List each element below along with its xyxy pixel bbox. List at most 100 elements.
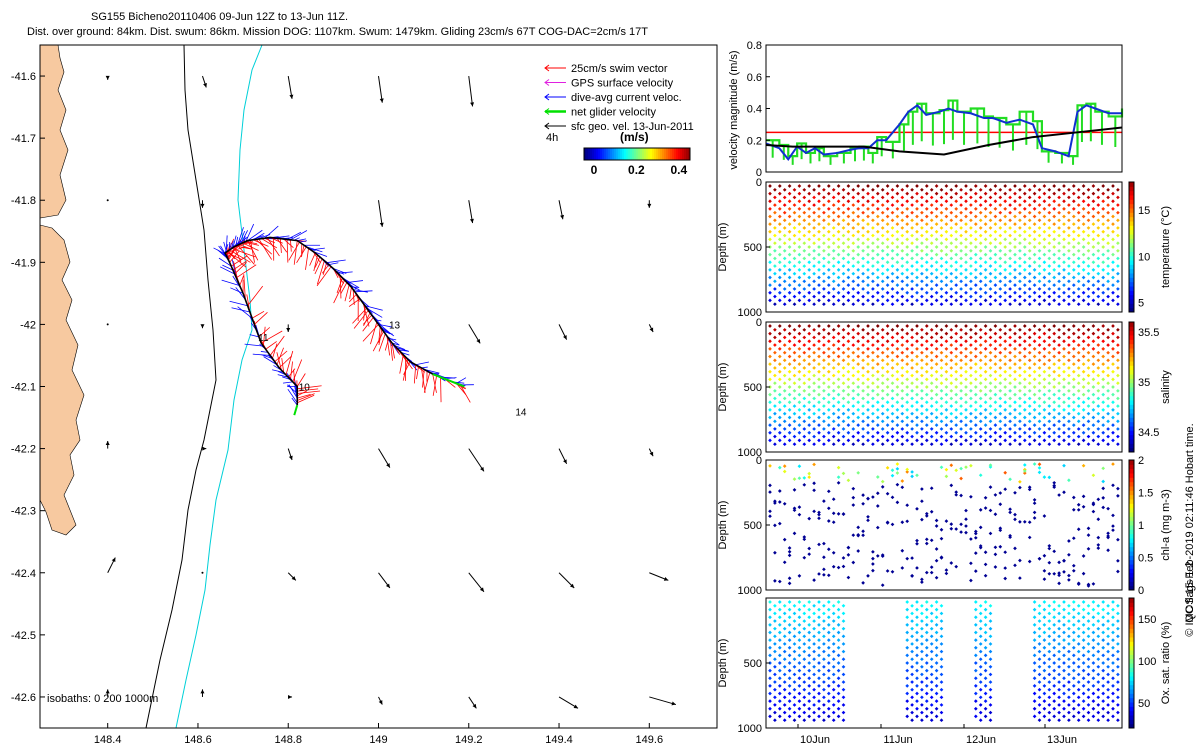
- data-point: [915, 392, 919, 397]
- section-colorbar-cell: [1129, 658, 1134, 664]
- data-point: [1032, 600, 1037, 604]
- geo-vector-shaft: [378, 200, 383, 227]
- data-point: [998, 373, 1003, 378]
- data-point: [817, 438, 821, 443]
- data-point: [1091, 645, 1096, 650]
- data-point: [773, 218, 777, 223]
- geo-vector-head: [649, 327, 654, 333]
- data-point: [978, 525, 983, 530]
- data-point: [905, 377, 910, 382]
- geo-vector-shaft: [468, 572, 485, 593]
- data-point: [826, 573, 831, 578]
- data-point: [768, 706, 772, 711]
- data-point: [773, 657, 777, 662]
- data-point: [880, 327, 885, 332]
- data-point: [807, 298, 812, 303]
- data-point: [836, 691, 841, 696]
- swim-vector: [276, 238, 288, 253]
- data-point: [1022, 207, 1027, 211]
- data-point: [1032, 638, 1037, 642]
- data-point: [978, 710, 983, 715]
- section-colorbar-cell: [1129, 689, 1134, 694]
- data-point: [1062, 691, 1066, 696]
- data-point: [817, 377, 821, 382]
- data-point: [983, 562, 988, 567]
- data-point: [890, 358, 895, 363]
- data-point: [983, 377, 988, 382]
- section-colorbar-tick: 35.5: [1138, 327, 1159, 339]
- data-point: [1106, 506, 1110, 511]
- section-colorbar-cell: [1129, 512, 1134, 517]
- swim-vector: [227, 251, 247, 268]
- data-point: [1091, 630, 1096, 635]
- data-point: [978, 664, 983, 669]
- data-point: [988, 657, 993, 662]
- data-point: [1076, 710, 1081, 715]
- data-point: [1091, 607, 1096, 612]
- data-point: [831, 419, 836, 424]
- section-colorbar-cell: [1129, 680, 1134, 686]
- data-point: [895, 184, 900, 188]
- data-point: [875, 339, 880, 344]
- data-point: [934, 377, 939, 382]
- section-colorbar-cell: [1129, 723, 1134, 729]
- data-point: [983, 691, 988, 696]
- data-point: [1101, 638, 1106, 642]
- data-point: [836, 638, 841, 642]
- data-point: [875, 283, 880, 287]
- data-point: [1081, 706, 1086, 711]
- data-point: [841, 619, 846, 623]
- data-point: [920, 680, 924, 684]
- data-point: [792, 287, 797, 291]
- data-point: [939, 381, 944, 386]
- data-point: [812, 256, 816, 261]
- data-point: [822, 710, 826, 715]
- data-point: [1047, 543, 1052, 548]
- geo-vector: [649, 572, 669, 581]
- colorbar-cell: [600, 148, 603, 160]
- data-point: [1042, 514, 1047, 518]
- data-point: [831, 411, 836, 416]
- section-colorbar-cell: [1129, 400, 1134, 405]
- data-point: [1003, 347, 1008, 351]
- data-point: [910, 680, 914, 684]
- data-point: [797, 464, 802, 469]
- data-point: [826, 430, 831, 435]
- data-point: [841, 718, 846, 723]
- colorbar-cell: [658, 148, 661, 160]
- section-colorbar-cell: [1129, 645, 1134, 651]
- data-point: [836, 275, 841, 280]
- data-point: [792, 256, 797, 261]
- data-point: [900, 350, 905, 355]
- data-point: [998, 256, 1003, 261]
- data-point: [773, 233, 777, 238]
- dive-avg-vector: [260, 351, 268, 353]
- data-point: [924, 400, 929, 405]
- data-point: [1106, 642, 1110, 646]
- data-point: [836, 676, 841, 681]
- section-colorbar-cell: [1129, 585, 1134, 591]
- data-point: [802, 411, 807, 416]
- section-colorbar-cell: [1129, 413, 1134, 418]
- data-point: [929, 358, 934, 363]
- data-point: [983, 385, 988, 389]
- dive-avg-vector: [342, 277, 360, 289]
- colorbar-cell: [662, 148, 665, 160]
- data-point: [836, 607, 841, 612]
- geo-vector: [202, 75, 207, 88]
- section-y-tick-label: 1000: [738, 585, 762, 597]
- section-colorbar-cell: [1129, 533, 1134, 539]
- data-point: [983, 438, 988, 443]
- data-point: [841, 350, 846, 355]
- swim-vector: [290, 239, 292, 252]
- data-point: [831, 294, 836, 299]
- data-point: [1086, 710, 1091, 715]
- dive-avg-vector: [415, 361, 430, 366]
- data-point: [856, 324, 861, 328]
- data-point: [905, 415, 910, 420]
- data-point: [1013, 260, 1017, 265]
- section-colorbar-cell: [1129, 365, 1134, 371]
- data-point: [1071, 661, 1076, 665]
- data-point: [1076, 703, 1081, 707]
